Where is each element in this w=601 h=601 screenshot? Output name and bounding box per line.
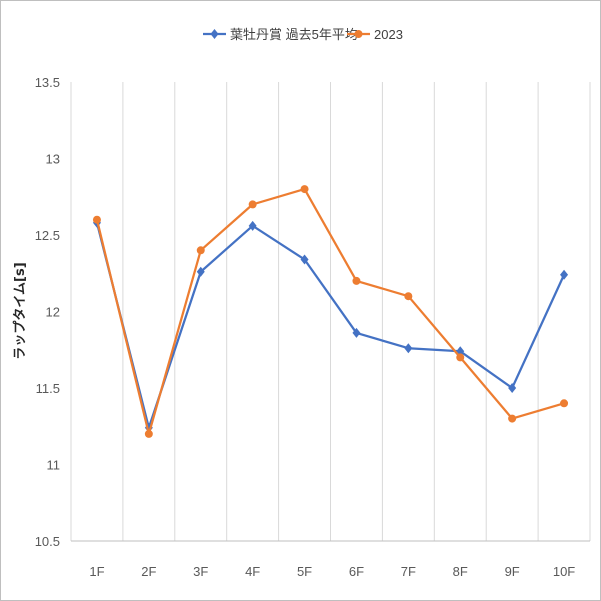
data-point xyxy=(456,353,465,362)
data-point xyxy=(300,185,309,194)
data-point xyxy=(144,429,153,438)
y-axis: 10.5 11 11.5 12 12.5 13 13.5 xyxy=(35,75,60,549)
y-tick-label: 12 xyxy=(46,305,60,320)
y-tick-label: 10.5 xyxy=(35,534,60,549)
data-point xyxy=(560,269,569,280)
legend: 葉牡丹賞 過去5年平均 2023 xyxy=(203,27,403,42)
y-tick-label: 13 xyxy=(46,152,60,167)
x-tick-label: 8F xyxy=(453,564,468,579)
y-tick-label: 11 xyxy=(47,458,61,473)
y-tick-label: 12.5 xyxy=(35,228,60,243)
x-tick-label: 7F xyxy=(401,564,416,579)
data-point xyxy=(352,327,361,338)
y-axis-label: ラップタイム[s] xyxy=(13,262,28,359)
x-tick-label: 6F xyxy=(349,564,364,579)
data-point xyxy=(404,343,413,354)
x-tick-label: 9F xyxy=(505,564,520,579)
x-tick-label: 10F xyxy=(553,564,575,579)
x-tick-label: 3F xyxy=(193,564,208,579)
x-tick-label: 1F xyxy=(89,564,104,579)
data-point xyxy=(92,215,101,224)
series-line xyxy=(95,187,565,436)
x-tick-label: 5F xyxy=(297,564,312,579)
data-point xyxy=(196,266,205,277)
legend-label: 2023 xyxy=(374,27,403,42)
data-point xyxy=(248,220,257,231)
x-axis: 1F 2F 3F 4F 5F 6F 7F 8F 9F 10F xyxy=(89,564,575,579)
series-layer xyxy=(92,185,569,438)
y-tick-label: 13.5 xyxy=(35,75,60,90)
data-point xyxy=(560,399,569,408)
legend-marker xyxy=(354,30,363,38)
data-point xyxy=(300,254,309,265)
data-point xyxy=(196,246,205,255)
x-tick-label: 4F xyxy=(245,564,260,579)
legend-marker xyxy=(210,29,219,39)
data-point xyxy=(352,276,361,285)
y-tick-label: 11.5 xyxy=(36,381,60,396)
data-point xyxy=(508,414,517,423)
series-line xyxy=(95,222,566,429)
grid-lines xyxy=(70,82,591,542)
data-point xyxy=(404,292,413,301)
x-tick-label: 2F xyxy=(141,564,156,579)
legend-label: 葉牡丹賞 過去5年平均 xyxy=(230,27,358,42)
data-point xyxy=(248,200,257,209)
data-point xyxy=(508,383,517,393)
